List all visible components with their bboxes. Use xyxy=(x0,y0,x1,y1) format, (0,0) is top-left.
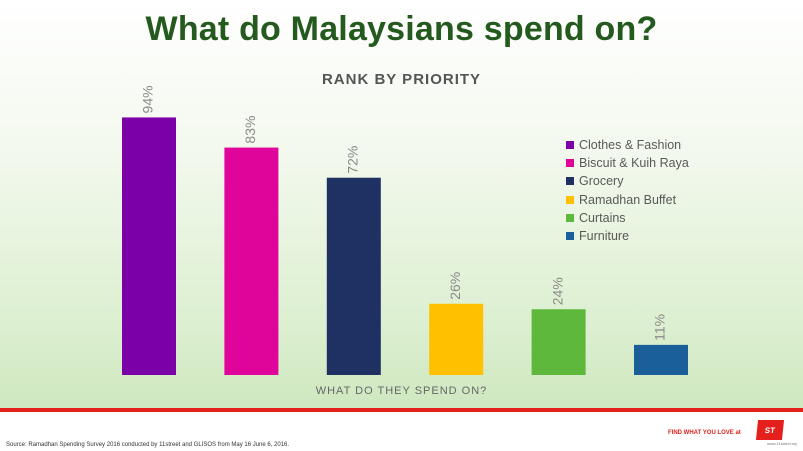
legend-item: Clothes & Fashion xyxy=(566,136,689,154)
legend-swatch xyxy=(566,141,574,150)
legend-swatch xyxy=(566,232,574,241)
legend-label: Curtains xyxy=(579,210,626,225)
bar-chart: 94% 83% 72% 26% 24% 11% xyxy=(122,85,688,375)
bar-clothes-fashion xyxy=(122,117,176,375)
legend-item: Curtains xyxy=(566,209,689,227)
legend-swatch xyxy=(566,213,574,222)
slide-background: What do Malaysians spend on? RANK BY PRI… xyxy=(0,0,803,408)
legend-label: Biscuit & Kuih Raya xyxy=(579,156,689,171)
legend-item: Grocery xyxy=(566,172,689,190)
footer: Source: Ramadhan Spending Survey 2016 co… xyxy=(0,412,803,451)
legend-swatch xyxy=(566,195,574,204)
x-axis-label: WHAT DO THEY SPEND ON? xyxy=(315,385,488,397)
data-label: 26% xyxy=(447,272,463,300)
bar-furniture xyxy=(634,344,688,375)
legend-label: Ramadhan Buffet xyxy=(579,192,677,207)
footer-accent-bar xyxy=(0,408,803,412)
data-label: 72% xyxy=(345,146,361,174)
data-label: 24% xyxy=(549,277,565,305)
slide-title: What do Malaysians spend on? xyxy=(145,10,658,48)
bar-biscuit-kuih-raya xyxy=(224,147,279,375)
data-label: 83% xyxy=(242,116,258,144)
data-label: 94% xyxy=(140,85,156,113)
data-label: 11% xyxy=(652,314,668,341)
legend-swatch xyxy=(566,159,574,168)
bar-ramadhan-buffet xyxy=(429,303,484,375)
brand-url: www.11street.my xyxy=(767,441,798,446)
legend-label: Furniture xyxy=(579,229,630,244)
legend-label: Clothes & Fashion xyxy=(579,138,682,153)
legend-item: Furniture xyxy=(566,227,689,245)
legend-item: Ramadhan Buffet xyxy=(566,191,689,209)
bar-curtains xyxy=(531,309,586,375)
brand-logo-mark: ST xyxy=(755,420,785,440)
legend-label: Grocery xyxy=(579,174,624,189)
source-note: Source: Ramadhan Spending Survey 2016 co… xyxy=(6,442,290,448)
chart-title: RANK BY PRIORITY xyxy=(321,71,482,88)
legend-item: Biscuit & Kuih Raya xyxy=(566,154,689,172)
chart-legend: Clothes & Fashion Biscuit & Kuih Raya Groc… xyxy=(566,136,689,245)
legend-swatch xyxy=(566,177,574,186)
brand-tagline: FIND WHAT YOU LOVE at xyxy=(668,430,741,436)
brand-logo: ST xyxy=(755,420,785,440)
bar-grocery xyxy=(326,177,381,375)
